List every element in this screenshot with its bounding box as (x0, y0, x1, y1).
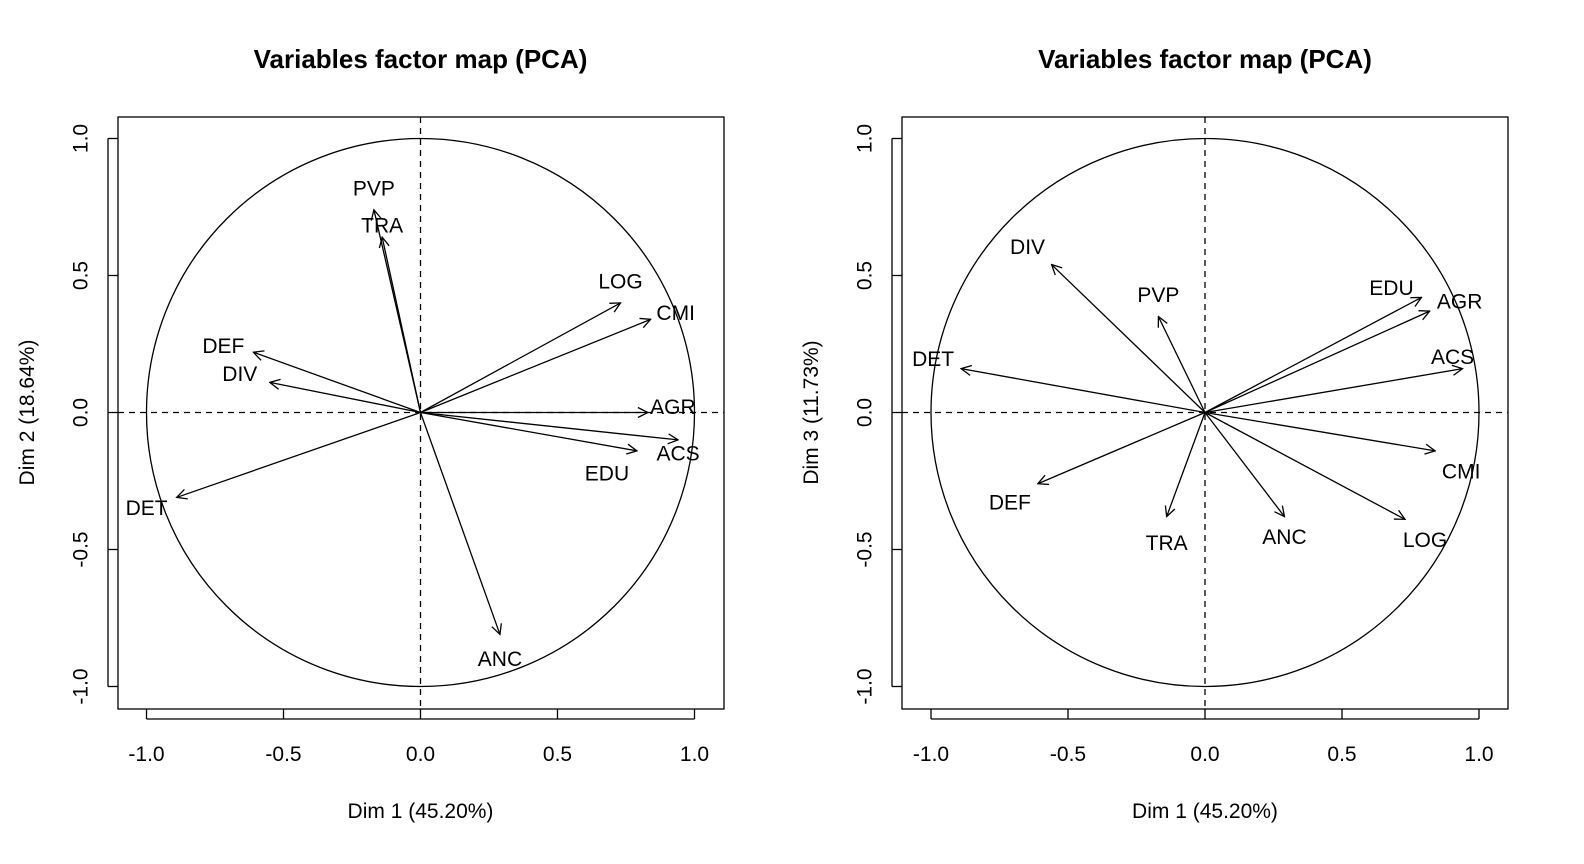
variable-arrow-agr (1204, 311, 1430, 414)
variable-arrow-cmi (420, 319, 651, 414)
variable-label-agr: AGR (650, 396, 696, 419)
variable-label-cmi: CMI (1442, 460, 1481, 483)
variable-label-det: DET (912, 348, 954, 371)
y-tick-label: 0.0 (70, 398, 93, 427)
y-tick-label: 0.0 (854, 398, 877, 427)
variable-arrow-acs (1204, 369, 1463, 414)
variable-label-def: DEF (989, 491, 1031, 514)
x-tick-label: 0.0 (1190, 743, 1219, 766)
x-tick-label: 1.0 (1464, 743, 1493, 766)
y-tick-label: 1.0 (854, 124, 877, 153)
variable-label-pvp: PVP (1137, 284, 1179, 307)
variable-arrow-det (961, 369, 1206, 414)
x-tick-label: 0.5 (1327, 743, 1356, 766)
x-tick-label: -1.0 (913, 743, 949, 766)
variable-arrow-div (1052, 265, 1206, 413)
x-tick-label: -0.5 (265, 743, 301, 766)
y-axis-label: Dim 3 (11.73%) (800, 340, 823, 484)
variable-label-anc: ANC (1262, 526, 1306, 549)
variable-label-pvp: PVP (353, 177, 395, 200)
variable-arrow-edu (1204, 297, 1421, 414)
variable-label-log: LOG (1403, 529, 1447, 552)
variable-label-edu: EDU (1369, 277, 1413, 300)
variable-label-acs: ACS (1431, 346, 1474, 369)
variable-arrow-acs (420, 411, 679, 440)
variable-arrow-anc (419, 412, 500, 635)
x-tick-label: 0.5 (543, 743, 572, 766)
variable-label-tra: TRA (361, 215, 403, 238)
variable-arrow-log (420, 303, 621, 414)
variable-arrow-log (1204, 411, 1405, 520)
variable-label-def: DEF (202, 335, 244, 358)
chart-title: Variables factor map (PCA) (254, 44, 588, 74)
y-tick-label: -1.0 (854, 668, 877, 704)
y-tick-label: 0.5 (854, 261, 877, 290)
variable-label-cmi: CMI (656, 302, 695, 325)
y-tick-label: 0.5 (70, 261, 93, 290)
y-tick-label: -0.5 (854, 531, 877, 567)
variable-label-anc: ANC (478, 648, 522, 671)
pca-panel-dim1-dim3: Variables factor map (PCA) Dim 1 (45.20%… (800, 44, 1509, 823)
chart-title: Variables factor map (PCA) (1038, 44, 1372, 74)
variable-label-acs: ACS (656, 442, 699, 465)
y-tick-label: 1.0 (70, 124, 93, 153)
variable-arrow-tra (1167, 412, 1206, 517)
variable-arrow-def (253, 352, 421, 414)
variable-label-log: LOG (598, 270, 642, 293)
variable-arrow-anc (1204, 412, 1284, 517)
variable-arrow-tra (382, 237, 422, 413)
variable-arrow-cmi (1204, 411, 1435, 451)
variable-label-det: DET (126, 497, 168, 520)
variable-label-div: DIV (222, 363, 257, 386)
x-axis-label: Dim 1 (45.20%) (1132, 800, 1278, 823)
variable-arrow-edu (420, 411, 637, 451)
x-tick-label: -0.5 (1050, 743, 1086, 766)
y-tick-label: -1.0 (70, 668, 93, 704)
variable-label-tra: TRA (1146, 532, 1188, 555)
y-tick-label: -0.5 (70, 531, 93, 567)
x-axis-label: Dim 1 (45.20%) (348, 800, 494, 823)
variable-arrow-det (177, 411, 421, 498)
x-tick-label: 1.0 (680, 743, 709, 766)
variable-arrow-pvp (1158, 317, 1206, 413)
variable-label-div: DIV (1010, 236, 1045, 259)
variable-arrow-def (1038, 411, 1206, 484)
variable-arrow-div (270, 382, 421, 414)
x-tick-label: 0.0 (406, 743, 435, 766)
variable-label-agr: AGR (1437, 291, 1483, 314)
pca-panel-dim1-dim2: Variables factor map (PCA) Dim 1 (45.20%… (16, 44, 725, 823)
variable-label-edu: EDU (585, 462, 629, 485)
y-axis-label: Dim 2 (18.64%) (16, 340, 39, 486)
x-tick-label: -1.0 (128, 743, 164, 766)
